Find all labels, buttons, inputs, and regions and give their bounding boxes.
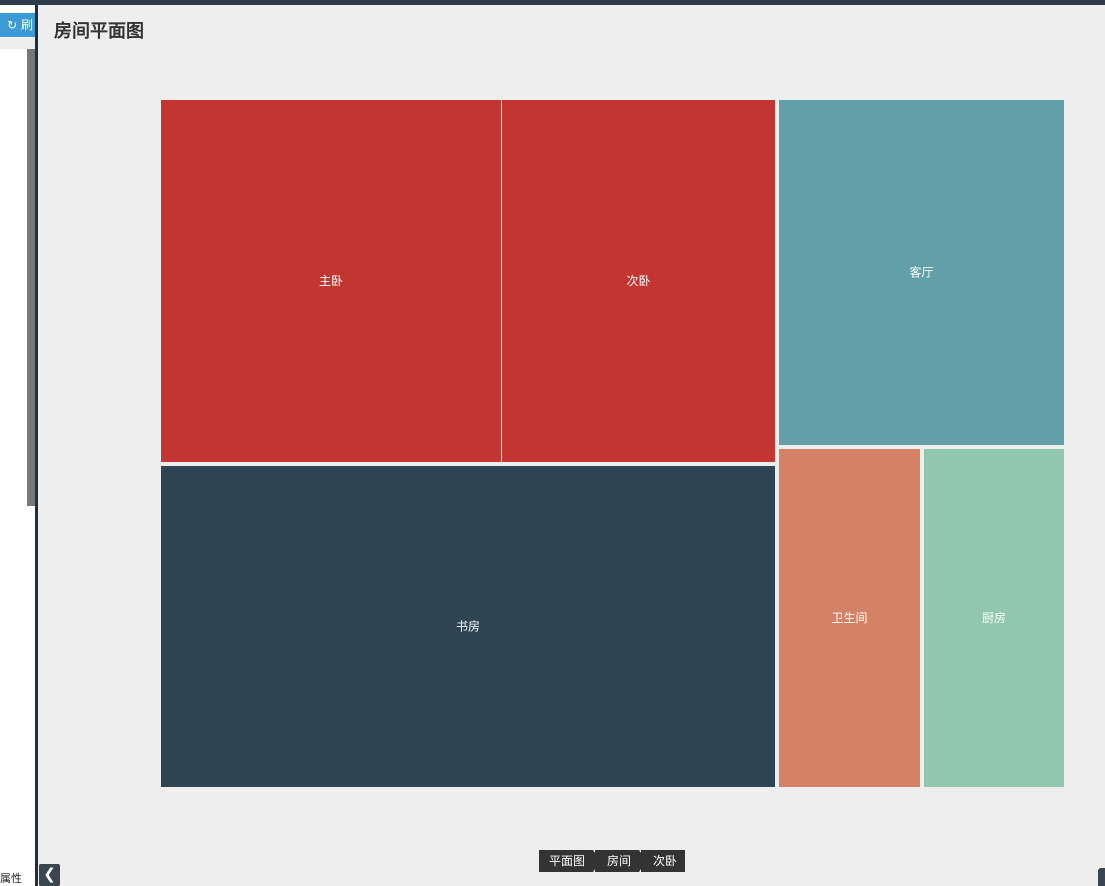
top-bar	[0, 0, 1105, 5]
left-panel: ↻ 刷新 属性	[0, 5, 38, 886]
left-panel-scrollbar[interactable]	[27, 49, 35, 506]
corner-handle[interactable]	[1098, 868, 1105, 886]
panel-header-strip	[0, 38, 35, 49]
chevron-left-icon: ❮	[43, 865, 56, 883]
treemap-node-living-room[interactable]	[779, 100, 1064, 445]
refresh-icon: ↻	[7, 18, 18, 32]
treemap-node-second-bedroom[interactable]	[502, 100, 775, 462]
treemap-node-study[interactable]	[161, 466, 775, 787]
treemap-label-living-room: 客厅	[909, 265, 933, 280]
treemap-label-second-bedroom: 次卧	[626, 274, 650, 288]
breadcrumb: 平面图 房间 次卧	[539, 850, 687, 872]
page-title: 房间平面图	[54, 21, 144, 42]
treemap-label-master-bedroom: 主卧	[319, 274, 343, 288]
treemap-label-kitchen: 厨房	[982, 610, 1006, 625]
collapse-panel-button[interactable]: ❮	[39, 864, 60, 886]
treemap-node-bathroom[interactable]	[779, 449, 920, 787]
breadcrumb-item-rooms[interactable]: 房间	[595, 850, 647, 872]
breadcrumb-item-second-bedroom[interactable]: 次卧	[641, 850, 686, 872]
breadcrumb-item-root[interactable]: 平面图	[539, 850, 601, 872]
treemap-node-master-bedroom[interactable]	[161, 100, 501, 462]
treemap-node-kitchen[interactable]	[924, 449, 1064, 787]
properties-label: 属性	[0, 872, 22, 885]
treemap-label-study: 书房	[456, 619, 480, 634]
treemap-label-bathroom: 卫生间	[831, 611, 867, 625]
